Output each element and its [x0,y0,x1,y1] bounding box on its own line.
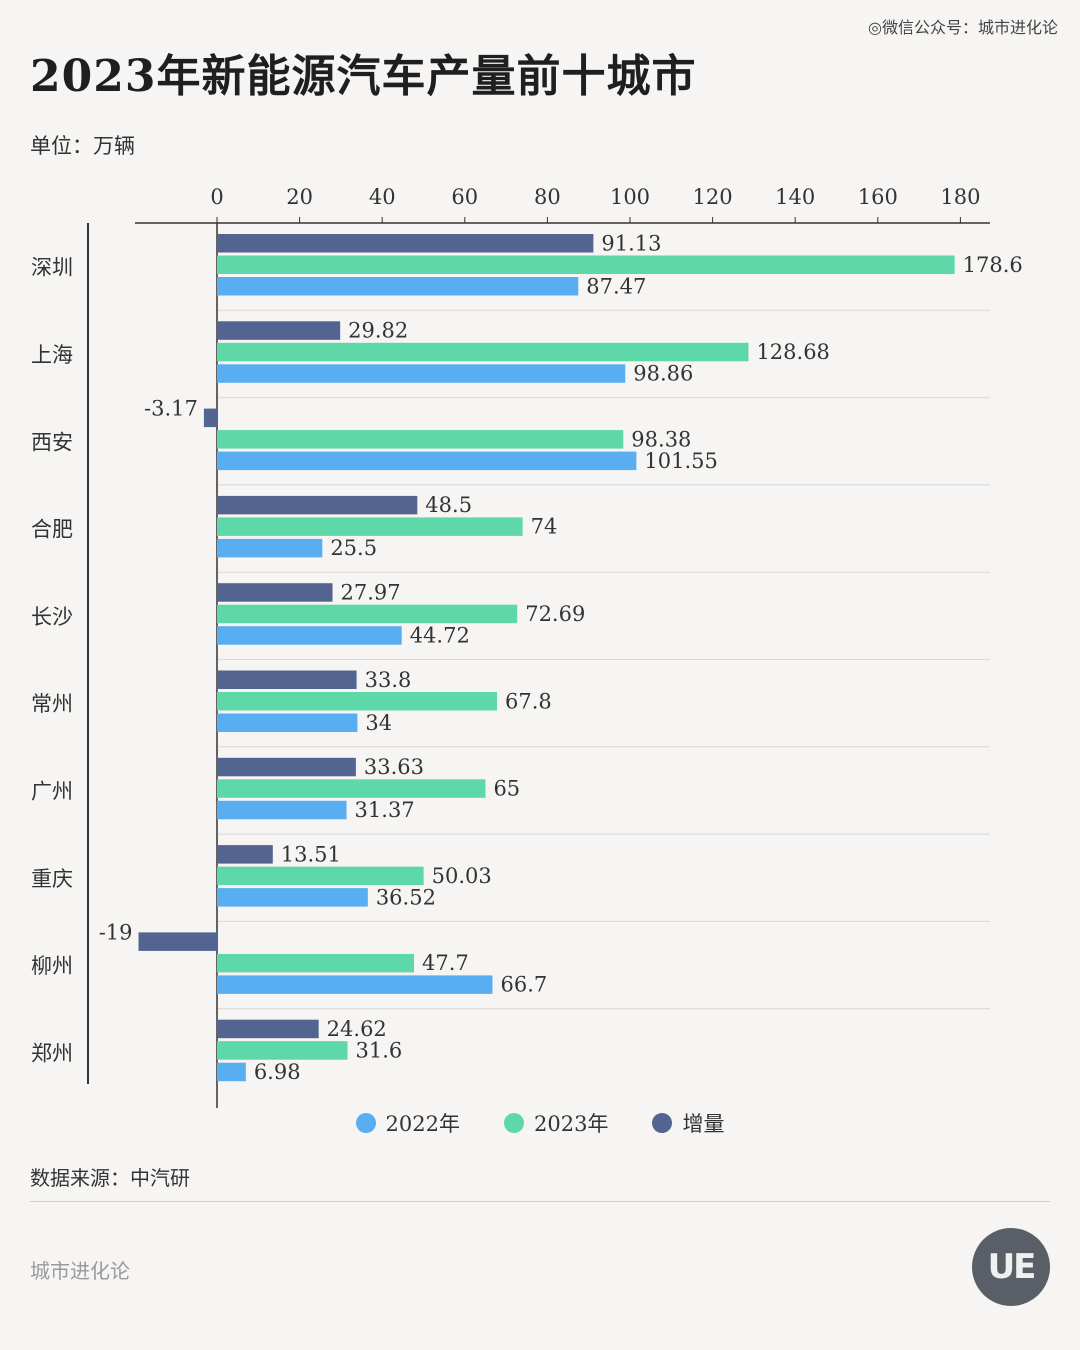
data-source: 数据来源：中汽研 [30,1166,190,1190]
bar-2022 [217,626,402,645]
data-label-2022: 98.86 [633,362,693,386]
bar-increase [217,495,418,515]
data-label-increase: 48.5 [425,493,472,517]
bar-2022 [217,364,626,383]
data-label-2023: 72.69 [525,602,585,626]
data-label-2022: 101.55 [644,449,717,473]
data-label-2022: 66.7 [500,973,547,997]
category-label: 上海 [31,343,73,367]
x-tick-label: 140 [775,185,815,209]
x-tick-label: 0 [210,185,223,209]
data-label-2023: 50.03 [432,864,492,888]
data-label-2023: 67.8 [505,689,552,713]
data-label-increase: 33.63 [364,755,424,779]
legend-item-2023: 2023年 [504,1108,608,1138]
brand-name: 城市进化论 [30,1259,130,1283]
data-label-increase: 29.82 [348,319,408,343]
data-label-2023: 178.6 [963,253,1023,277]
bar-increase [217,670,357,689]
data-label-2023: 65 [493,777,520,801]
bar-2022 [217,713,358,732]
bar-increase [217,321,341,340]
legend-label-2022: 2022年 [385,1112,460,1136]
category-label: 合肥 [31,518,73,542]
footer-divider [30,1201,1050,1202]
legend-label-increase: 增量 [682,1112,725,1136]
x-tick-label: 160 [858,185,898,209]
x-tick-label: 80 [534,185,561,209]
data-label-increase: 13.51 [281,842,341,866]
bar-2022 [217,451,637,471]
bar-2022 [217,888,368,907]
data-label-2022: 25.5 [330,536,377,560]
bar-2023 [217,342,749,362]
bar-2023 [217,604,518,624]
category-label: 郑州 [31,1041,73,1065]
wechat-watermark: ◎微信公众号：城市进化论 [868,18,1058,37]
data-label-2023: 128.68 [756,340,829,364]
legend-dot-2023 [504,1113,524,1133]
category-label: 柳州 [31,954,73,978]
category-label: 广州 [31,779,73,803]
bar-increase [217,757,356,777]
bar-2023 [217,517,523,536]
bar-2023 [217,779,486,798]
data-label-2022: 36.52 [376,885,436,909]
unit-label: 单位：万辆 [30,134,135,158]
chart-title: 2023年新能源汽车产量前十城市 [30,51,697,102]
bar-2022 [217,538,323,558]
data-label-2023: 74 [531,515,558,539]
x-tick-label: 180 [940,185,980,209]
legend-dot-increase [652,1113,673,1133]
data-label-2023: 31.6 [356,1038,403,1062]
logo-text: UE [987,1247,1037,1287]
category-label: 重庆 [31,867,73,891]
data-label-2023: 47.7 [422,951,469,975]
category-label: 常州 [31,692,73,716]
brand-logo: UE [972,1228,1050,1306]
bar-2023 [217,953,415,973]
data-label-increase: 33.8 [365,668,412,692]
data-label-2023: 98.38 [631,427,691,451]
data-label-increase: -19 [99,920,133,944]
data-label-increase: 24.62 [327,1017,387,1041]
data-label-increase: 91.13 [601,231,661,255]
bar-2023 [217,430,624,449]
legend: 2022年 2023年 增量 [0,1108,1080,1138]
category-label: 西安 [31,430,73,454]
data-label-2022: 6.98 [254,1060,301,1084]
data-label-increase: -3.17 [144,397,198,421]
bar-2023 [217,1041,348,1060]
data-label-2022: 31.37 [355,798,415,822]
bar-2023 [217,866,424,886]
legend-item-increase: 增量 [652,1108,724,1138]
bar-increase [217,1019,319,1039]
bar-increase [203,408,217,428]
bar-2022 [217,800,347,820]
legend-item-2022: 2022年 [355,1108,460,1138]
bar-2023 [217,255,955,274]
bar-increase [217,845,273,864]
data-label-2022: 87.47 [586,274,646,298]
category-label: 深圳 [31,256,73,280]
bar-2022 [217,975,493,994]
bar-increase [217,234,594,253]
data-label-increase: 27.97 [341,580,401,604]
bar-2022 [217,1062,246,1082]
bar-increase [138,932,217,951]
x-tick-label: 100 [610,185,650,209]
x-tick-label: 20 [286,185,313,209]
x-tick-label: 60 [451,185,478,209]
bar-2022 [217,277,579,296]
data-label-2022: 44.72 [410,623,470,647]
bar-2023 [217,692,498,711]
x-tick-label: 120 [693,185,733,209]
legend-dot-2022 [355,1113,376,1133]
bar-increase [217,583,333,602]
category-label: 长沙 [31,605,73,629]
legend-label-2023: 2023年 [534,1112,609,1136]
data-label-2022: 34 [365,711,392,735]
x-tick-label: 40 [369,185,396,209]
